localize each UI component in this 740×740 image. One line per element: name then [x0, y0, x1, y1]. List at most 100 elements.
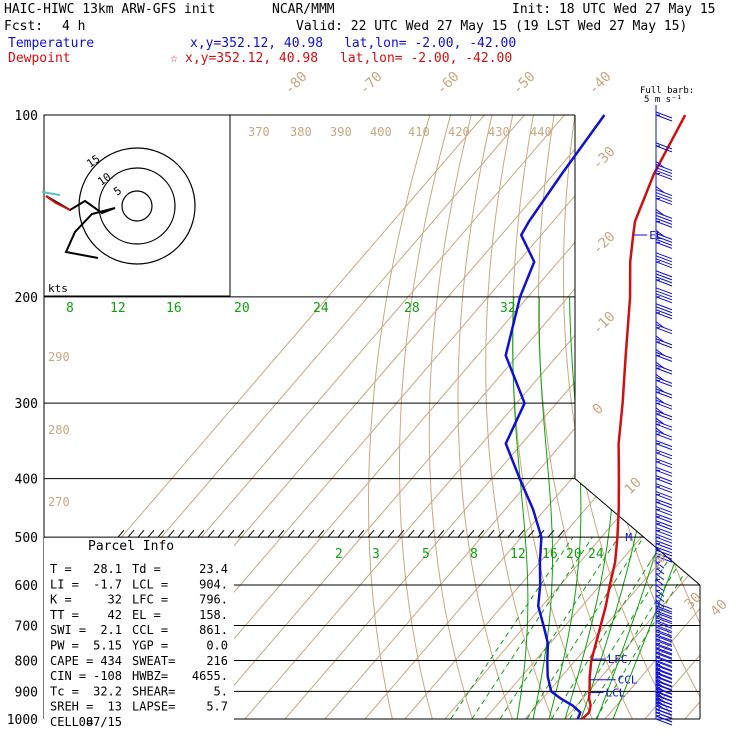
wind-barb-flag	[655, 161, 665, 168]
parcel-info-key: CCL =	[132, 623, 168, 637]
hatch-mark	[457, 529, 465, 538]
parcel-info-bg	[44, 538, 234, 720]
wind-barb-flag	[655, 341, 673, 349]
parcel-info-value: 0.0	[206, 639, 228, 653]
wind-barb-flag	[655, 449, 673, 457]
wind-barb-flag	[655, 513, 673, 521]
wind-barb-flag	[655, 217, 673, 225]
forecast-hour: 4 h	[62, 19, 86, 34]
hatch-mark	[307, 529, 315, 538]
wind-barb-flag	[655, 520, 673, 528]
mixing-ratio-line	[569, 536, 684, 719]
wind-barb-flag	[655, 506, 673, 514]
parcel-info-key: TT =	[50, 608, 79, 622]
hodograph-units: kts	[48, 282, 68, 295]
wind-barb-flag	[655, 635, 673, 643]
wind-barb-flag	[655, 391, 673, 399]
parcel-info-key: Tc =	[50, 684, 79, 698]
wind-barb-flag	[655, 469, 673, 477]
hatch-mark	[417, 529, 425, 538]
wind-barb-flag	[655, 417, 665, 425]
mixing-ratio-line	[583, 536, 697, 719]
mixing-ratio-label: 8	[470, 547, 478, 562]
wind-barb-flag	[655, 385, 665, 393]
isotherm-line	[324, 115, 700, 719]
dry-adiabat-label: 390	[330, 125, 352, 139]
wind-barb-flag	[655, 701, 673, 709]
parcel-info-key: LFC =	[132, 593, 168, 607]
parcel-info-key: SWI =	[50, 623, 86, 637]
dry-adiabat-label: 290	[48, 350, 70, 364]
pressure-tick-label: 600	[15, 579, 38, 594]
dry-adiabat-line	[633, 115, 700, 719]
hatch-mark	[397, 529, 405, 538]
wind-barb-flag	[655, 367, 673, 375]
wind-barb-flag	[655, 327, 673, 335]
valid-time: Valid: 22 UTC Wed 27 May 15 (19 LST Wed …	[296, 19, 688, 34]
wind-barb-flag	[655, 145, 673, 153]
level-marker-label: LCL	[605, 687, 625, 700]
dewpoint-xy: x,y=352.12, 40.98	[185, 51, 319, 66]
dry-adiabat-line	[610, 115, 700, 719]
mixing-ratio-label: 5	[422, 547, 430, 562]
parcel-info-value: 23.4	[199, 562, 228, 576]
isotherm-line	[564, 115, 700, 719]
hatch-mark	[187, 529, 195, 538]
parcel-info-box: Parcel Info	[44, 539, 234, 729]
hatch-mark	[157, 529, 165, 538]
moist-adiabat-label: 32	[500, 301, 516, 316]
hatch-mark	[357, 529, 365, 538]
parcel-info-value: 087/15	[79, 715, 122, 729]
wind-barb-flag	[655, 610, 673, 618]
isotherm-line	[444, 115, 700, 719]
wind-barb-flag	[655, 664, 673, 672]
pressure-tick-label: 200	[15, 291, 38, 306]
hodograph-box	[43, 114, 231, 297]
mixing-ratio-label: 12	[510, 547, 526, 562]
dry-adiabat-line	[720, 115, 740, 732]
isotherm-label: 10	[622, 475, 645, 498]
wind-barb-flag	[655, 208, 665, 216]
wind-barb-flag	[655, 501, 673, 509]
wind-barb-flag	[655, 142, 673, 150]
hatch-mark	[217, 529, 225, 538]
wind-barbs	[655, 105, 673, 726]
parcel-info-key: EL =	[132, 608, 161, 622]
dry-adiabat-label: 420	[448, 125, 470, 139]
pressure-tick-label: 900	[15, 685, 38, 700]
hatch-mark	[497, 529, 505, 538]
mixing-ratio-label: 3	[372, 547, 380, 562]
wind-barb-flag	[655, 552, 673, 560]
pressure-tick-label: 1000	[7, 713, 38, 728]
parcel-info-value: 32	[108, 593, 122, 607]
hatch-mark	[507, 529, 515, 538]
wind-barb-flag	[655, 687, 673, 695]
model-title: HAIC-HIWC 13km ARW-GFS init	[4, 2, 216, 17]
wind-barb-flag	[655, 433, 673, 441]
wind-barb-flag	[655, 461, 673, 469]
wind-barb-flag	[655, 475, 673, 483]
wind-barb-flag	[655, 679, 673, 687]
wind-barb-flag	[655, 543, 673, 551]
wind-barb-flag	[655, 647, 673, 655]
hatch-mark	[347, 529, 355, 538]
isotherm-label: -20	[590, 229, 619, 258]
wind-barb-flag	[655, 579, 665, 586]
parcel-info-key: LAPSE=	[132, 700, 175, 714]
hatch-mark	[197, 529, 205, 538]
forecast-label: Fcst:	[4, 19, 44, 34]
wind-barb-flag	[655, 348, 665, 356]
moist-adiabat-label: 28	[404, 301, 420, 316]
hatch-mark	[127, 529, 135, 538]
hatch-mark	[247, 529, 255, 538]
mixing-ratio-label: 24	[588, 547, 604, 562]
wind-barb-flag	[655, 634, 673, 642]
wind-barb-flag	[655, 396, 665, 404]
hatch-mark	[227, 529, 235, 538]
full-barb-label: Full barb:	[640, 86, 695, 96]
hatch-mark	[517, 529, 525, 538]
wind-barb-flag	[655, 643, 673, 651]
